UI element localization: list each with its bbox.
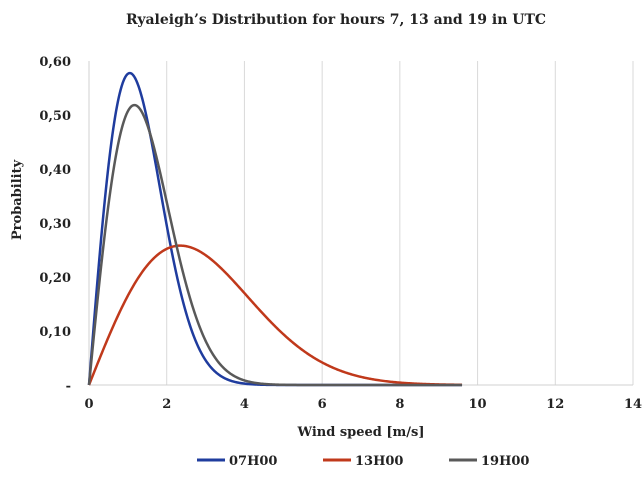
y-axis-ticks: - 0,10 0,20 0,30 0,40 0,50 0,60 <box>39 55 71 394</box>
x-tick-label: 8 <box>395 397 404 412</box>
x-tick-label: 12 <box>546 397 564 412</box>
y-tick-label: 0,40 <box>39 163 71 178</box>
y-tick-label: 0,20 <box>39 271 71 286</box>
x-tick-label: 6 <box>318 397 327 412</box>
x-axis-ticks: 0 2 4 6 8 10 12 14 <box>84 397 642 412</box>
grid-lines <box>166 61 634 385</box>
x-tick-label: 4 <box>240 397 249 412</box>
x-tick-label: 2 <box>162 397 171 412</box>
chart-title: Ryaleigh’s Distribution for hours 7, 13 … <box>126 12 546 28</box>
legend: 07H00 13H00 19H00 <box>197 454 529 469</box>
series-line-13H00 <box>87 244 463 387</box>
y-axis-label: Probability <box>10 159 25 240</box>
y-tick-label: 0,60 <box>39 55 71 70</box>
x-tick-label: 14 <box>624 397 642 412</box>
y-tick-label: 0,30 <box>39 217 71 232</box>
legend-label-07H00: 07H00 <box>229 454 277 469</box>
y-tick-label: 0,10 <box>39 325 71 340</box>
series-lines <box>87 71 463 387</box>
y-tick-label: 0,50 <box>39 109 71 124</box>
x-axis-label: Wind speed [m/s] <box>296 425 424 440</box>
series-line-19H00 <box>87 103 463 387</box>
legend-label-19H00: 19H00 <box>481 454 529 469</box>
x-tick-label: 10 <box>469 397 487 412</box>
y-tick-label: - <box>66 379 71 394</box>
x-tick-label: 0 <box>84 397 93 412</box>
legend-label-13H00: 13H00 <box>355 454 403 469</box>
